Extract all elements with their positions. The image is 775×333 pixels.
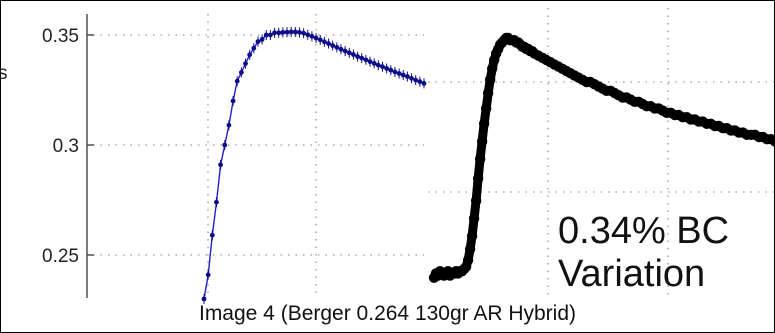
left-data-point <box>238 70 244 75</box>
left-data-point <box>251 45 257 51</box>
left-data-point <box>230 98 236 104</box>
right-data-point <box>466 230 478 242</box>
left-data-point <box>218 162 224 168</box>
left-data-point <box>351 52 356 57</box>
left-data-point <box>284 29 290 35</box>
left-data-point <box>309 33 315 39</box>
left-data-point <box>226 122 232 128</box>
left-data-point <box>375 62 381 68</box>
right-data-point <box>476 136 488 147</box>
y-tick-label: 0.3 <box>53 136 79 157</box>
left-fit-series <box>201 26 427 304</box>
annotation-line-2: Variation <box>558 253 706 295</box>
left-data-point <box>363 57 369 63</box>
left-data-point <box>276 30 282 36</box>
left-data-point <box>222 142 228 148</box>
right-data-point <box>462 255 474 266</box>
left-data-point <box>367 59 373 65</box>
left-data-point <box>338 46 344 52</box>
right-measured-series <box>428 32 775 283</box>
right-data-point <box>484 74 496 86</box>
left-data-point <box>280 29 286 35</box>
left-data-point <box>326 41 331 46</box>
left-data-point <box>259 37 265 42</box>
right-data-point <box>769 136 775 147</box>
left-data-point <box>255 39 261 44</box>
left-data-point <box>404 74 410 79</box>
right-data-point <box>486 63 498 74</box>
left-data-point <box>359 55 365 61</box>
right-data-point <box>468 213 480 224</box>
left-data-point <box>313 35 319 41</box>
right-data-point <box>478 118 490 129</box>
left-data-point <box>317 37 323 43</box>
y-tick-label: 0.25 <box>42 246 79 267</box>
right-data-point <box>470 195 482 206</box>
left-data-point <box>409 75 414 81</box>
left-data-point <box>334 44 340 50</box>
left-data-point <box>292 29 298 35</box>
right-data-point <box>480 103 492 114</box>
left-data-point <box>371 60 377 66</box>
left-data-point <box>288 29 294 35</box>
left-data-point <box>321 39 327 45</box>
left-data-point <box>417 79 423 85</box>
annotation-line-1: 0.34% BC <box>558 210 730 252</box>
left-data-point <box>342 48 348 54</box>
y-tick-label: 0.35 <box>42 26 79 47</box>
left-data-point <box>421 81 427 86</box>
right-data-point <box>482 87 494 99</box>
left-data-point <box>297 29 302 35</box>
left-data-point <box>392 69 398 75</box>
bc-variation-annotation: 0.34% BC Variation <box>558 210 729 296</box>
clipped-label-fragment: s <box>0 63 8 84</box>
left-data-point <box>380 64 385 70</box>
left-data-point <box>205 272 211 278</box>
left-data-point <box>396 71 402 76</box>
left-data-point <box>201 296 207 302</box>
right-data-point <box>474 153 486 165</box>
left-data-point <box>346 50 352 56</box>
left-data-point <box>355 54 360 59</box>
left-data-point <box>209 232 215 238</box>
left-data-point <box>243 61 248 66</box>
right-data-point <box>472 173 484 184</box>
left-data-point <box>268 32 273 38</box>
left-data-point <box>388 67 394 73</box>
left-data-point <box>330 43 336 48</box>
left-data-point <box>413 77 419 83</box>
left-data-point <box>247 52 253 58</box>
left-data-point <box>272 30 277 36</box>
left-data-point <box>301 30 307 36</box>
left-data-point <box>384 66 390 71</box>
left-data-point <box>263 32 269 38</box>
gridlines <box>93 8 775 298</box>
left-y-axis: 0.35 0.3 0.25 <box>42 14 94 298</box>
left-data-point <box>214 199 219 205</box>
left-data-point <box>400 72 406 78</box>
figure-caption: Image 4 (Berger 0.264 130gr AR Hybrid) <box>198 302 577 325</box>
left-data-point <box>305 32 311 38</box>
right-data-point <box>464 244 476 255</box>
left-data-point <box>234 78 240 84</box>
